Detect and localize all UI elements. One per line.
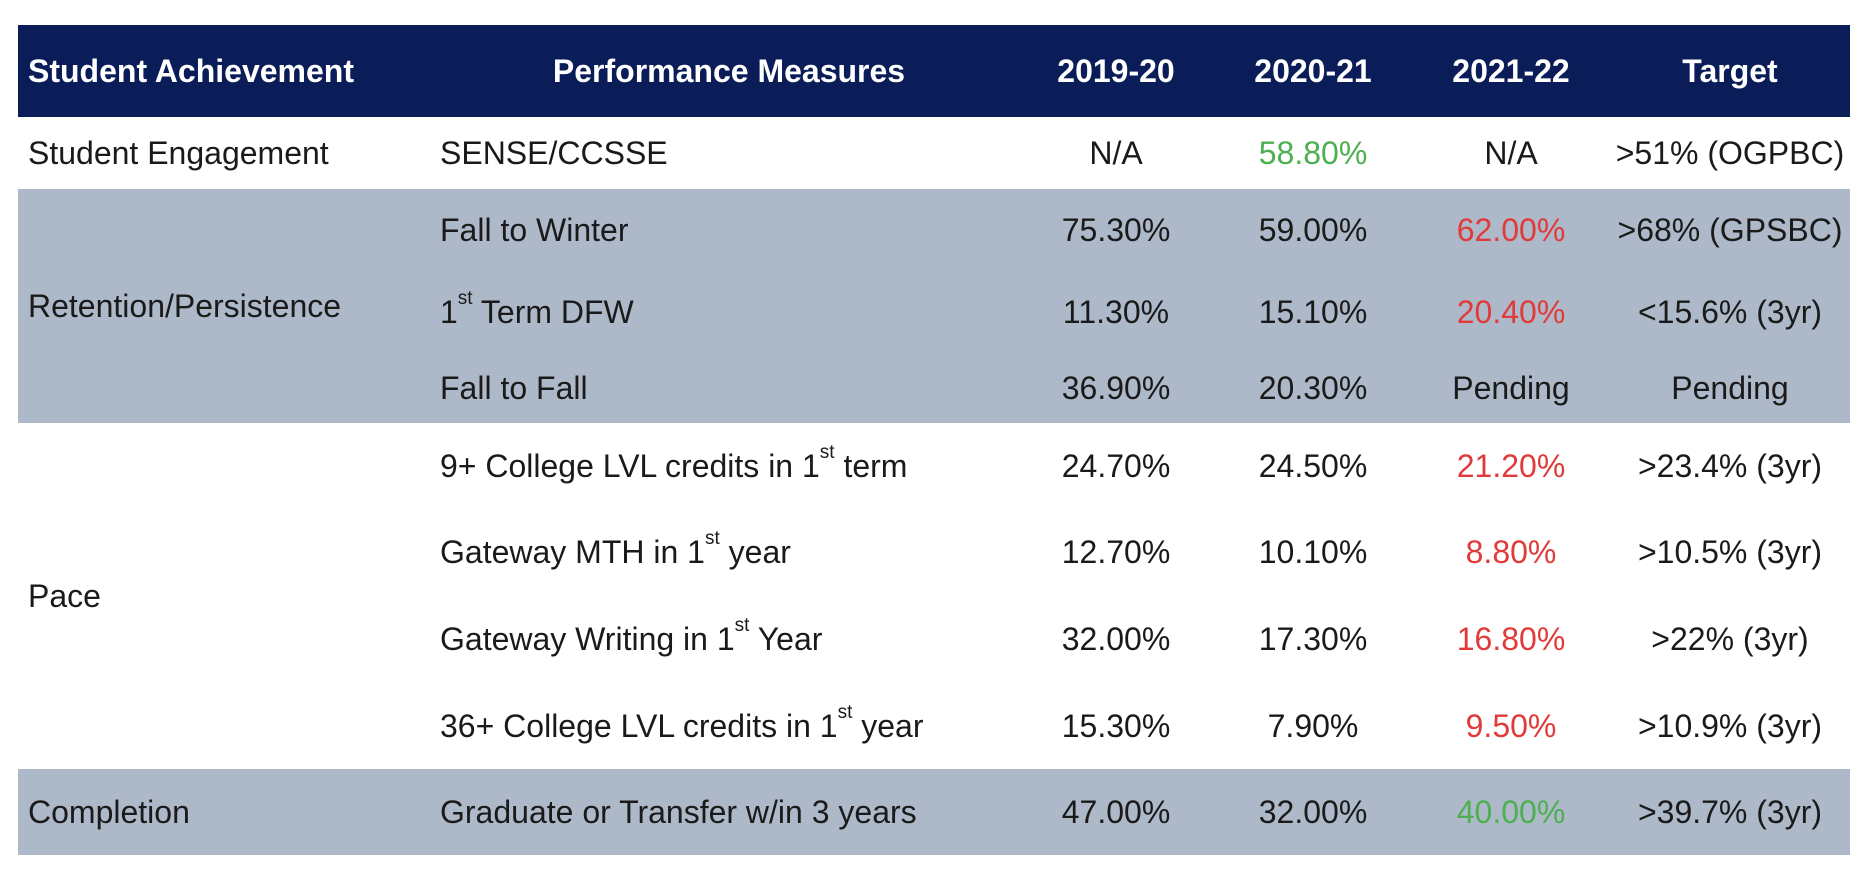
value-2020-21: 24.50% <box>1258 447 1368 484</box>
measure-superscript: st <box>704 528 720 549</box>
value-2021-22: 9.50% <box>1465 707 1557 744</box>
value-2020-21: 15.10% <box>1258 293 1368 330</box>
value-2020-21: 17.30% <box>1258 621 1368 657</box>
value-target: >23.4% (3yr) <box>1637 447 1823 484</box>
value-target: >22% (3yr) <box>1651 621 1809 657</box>
value-2020-21: 32.00% <box>1258 793 1368 830</box>
value-2019-20: 12.70% <box>1061 534 1171 570</box>
category-cell: Retention/Persistence <box>28 287 342 324</box>
measure-cell: Graduate or Transfer w/in 3 years <box>440 769 1018 855</box>
measure-cell: 36+ College LVL credits in 1st year <box>440 683 1018 769</box>
table-row: Retention/Persistence Fall to Winter 75.… <box>18 189 1850 324</box>
value-2019-20: N/A <box>1089 134 1143 171</box>
header-2020-21: 2020-21 <box>1254 52 1372 89</box>
value-2021-22: 62.00% <box>1456 211 1566 248</box>
value-target: >10.9% (3yr) <box>1637 707 1823 744</box>
value-2021-22: 21.20% <box>1456 447 1566 484</box>
table-row: Completion Graduate or Transfer w/in 3 y… <box>18 769 1850 855</box>
measure-cell: Gateway Writing in 1st Year <box>440 596 1018 683</box>
measure-text: Fall to Winter <box>440 211 629 248</box>
value-target: >51% (OGPBC) <box>1615 134 1845 171</box>
achievement-table-container: Student Achievement Performance Measures… <box>18 25 1850 855</box>
value-2020-21: 10.10% <box>1258 534 1368 570</box>
value-2019-20: 11.30% <box>1062 293 1170 330</box>
value-2021-22: N/A <box>1484 134 1538 171</box>
measure-text-suffix: Year <box>749 621 823 657</box>
value-2020-21: 20.30% <box>1258 369 1368 406</box>
value-target: >68% (GPSBC) <box>1617 211 1843 248</box>
value-target: >10.5% (3yr) <box>1637 534 1823 570</box>
measure-superscript: st <box>457 287 473 309</box>
header-student-achievement: Student Achievement <box>28 52 354 89</box>
measure-cell: 1st Term DFW <box>440 271 1018 353</box>
value-2021-22: 16.80% <box>1456 621 1566 657</box>
category-cell: Student Engagement <box>28 134 329 171</box>
header-performance-measures: Performance Measures <box>552 52 906 89</box>
value-target: <15.6% (3yr) <box>1637 293 1823 330</box>
achievement-table: Student Achievement Performance Measures… <box>18 25 1850 855</box>
header-2021-22: 2021-22 <box>1452 52 1570 89</box>
value-2020-21: 7.90% <box>1267 707 1359 744</box>
header-row: Student Achievement Performance Measures… <box>18 25 1850 117</box>
measure-text: 36+ College LVL credits in 1 <box>440 707 838 744</box>
measure-superscript: st <box>837 701 853 723</box>
measure-cell: SENSE/CCSSE <box>440 117 1018 189</box>
table-row: Gateway Writing in 1st Year 32.00% 17.30… <box>18 596 1850 683</box>
measure-text: SENSE/CCSSE <box>440 134 668 171</box>
measure-text-suffix: year <box>719 534 791 570</box>
value-2019-20: 36.90% <box>1061 369 1171 406</box>
measure-text-suffix: Term DFW <box>472 293 634 330</box>
value-2020-21: 58.80% <box>1258 134 1368 171</box>
value-2019-20: 15.30% <box>1061 707 1171 744</box>
measure-cell: Fall to Winter <box>440 189 1018 271</box>
value-2021-22: 40.00% <box>1456 793 1566 830</box>
measure-text: 1 <box>440 293 458 330</box>
measure-text: Gateway Writing in 1 <box>440 621 735 657</box>
header-target: Target <box>1682 52 1778 89</box>
value-2021-22: 8.80% <box>1465 534 1557 570</box>
measure-superscript: st <box>819 441 835 463</box>
measure-text: Fall to Fall <box>440 369 588 406</box>
measure-superscript: st <box>734 615 750 636</box>
measure-text: Gateway MTH in 1 <box>440 534 705 570</box>
measure-cell: Fall to Fall <box>440 353 1018 423</box>
measure-text-suffix: term <box>834 447 908 484</box>
category-cell: Pace <box>28 577 101 614</box>
measure-cell: Gateway MTH in 1st year <box>440 509 1018 596</box>
value-2019-20: 32.00% <box>1061 621 1171 657</box>
category-cell: Completion <box>28 793 190 830</box>
value-2021-22: Pending <box>1452 369 1570 406</box>
value-2019-20: 75.30% <box>1061 211 1171 248</box>
measure-text: 9+ College LVL credits in 1 <box>440 447 820 484</box>
value-2019-20: 24.70% <box>1061 447 1171 484</box>
value-2020-21: 59.00% <box>1258 211 1368 248</box>
header-2019-20: 2019-20 <box>1057 52 1175 89</box>
table-row: Student Engagement SENSE/CCSSE N/A 58.80… <box>18 117 1850 189</box>
value-target: >39.7% (3yr) <box>1637 793 1823 830</box>
value-2021-22: 20.40% <box>1456 293 1566 330</box>
value-target: Pending <box>1671 369 1789 406</box>
table-row: Pace 9+ College LVL credits in 1st term … <box>18 423 1850 614</box>
value-2019-20: 47.00% <box>1061 793 1171 830</box>
measure-text-suffix: year <box>852 707 924 744</box>
measure-text: Graduate or Transfer w/in 3 years <box>440 793 917 830</box>
measure-cell: 9+ College LVL credits in 1st term <box>440 423 1018 509</box>
